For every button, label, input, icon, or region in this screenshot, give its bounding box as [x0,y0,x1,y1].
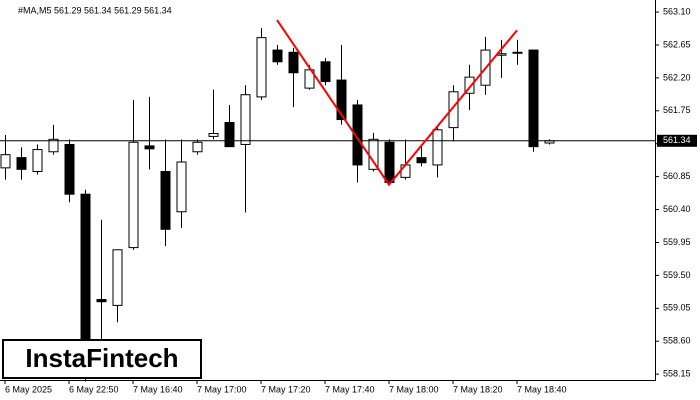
candle-body [208,132,219,137]
candle-body [352,104,363,166]
candle-body [112,249,123,306]
candle-body [128,141,139,249]
y-tick-label: 559.05 [663,303,691,313]
candle-body [224,122,235,148]
y-tick-label: 559.95 [663,237,691,247]
candle-body [272,49,283,63]
candle-body [528,49,539,148]
candle-body [336,79,347,121]
last-price-label: 561.34 [663,135,691,145]
candle-body [64,143,75,195]
pattern-line [276,19,518,187]
y-tick-label: 560.40 [663,204,691,214]
candle-body [192,141,203,153]
x-tick-label: 6 May 22:50 [69,384,119,394]
candle-body [288,51,299,74]
x-tick-label: 7 May 18:20 [453,384,503,394]
y-tick-label: 560.85 [663,171,691,181]
candle-body [96,299,107,303]
x-tick-label: 7 May 17:20 [261,384,311,394]
candle-body [464,76,475,94]
last-price-box [657,134,697,147]
candle-body [384,141,395,183]
x-tick-label: 7 May 18:40 [517,384,567,394]
candle-body [240,94,251,145]
candle-body [432,129,443,166]
candle-body [32,149,43,173]
candle-body [304,69,315,89]
candle-body [16,157,27,170]
x-tick-label: 7 May 16:40 [133,384,183,394]
logo-box [2,339,202,379]
x-tick-label: 6 May 2025 [5,384,52,394]
candle-body [160,171,171,230]
candle-body [416,157,427,164]
x-tick-label: 7 May 17:00 [197,384,247,394]
y-tick-label: 562.65 [663,39,691,49]
candle-body [400,164,411,178]
candle-body [144,145,155,150]
y-tick-label: 559.50 [663,270,691,280]
logo: InstaFintech [25,343,178,373]
candle-body [0,154,11,169]
y-tick-label: 558.15 [663,369,691,379]
y-tick-label: 561.75 [663,105,691,115]
y-tick-label: 562.20 [663,72,691,82]
x-tick-label: 7 May 18:00 [389,384,439,394]
plot-area [0,28,555,382]
candle-body [256,37,267,98]
y-tick-label: 558.60 [663,336,691,346]
candle-body [320,61,331,83]
x-tick-label: 7 May 17:40 [325,384,375,394]
candle-body [448,91,459,129]
candle-body [176,161,187,213]
chart-title: #MA,M5 561.29 561.34 561.29 561.34 [18,5,172,15]
candle-body [512,51,523,54]
candle-body [48,138,59,153]
y-tick-label: 563.10 [663,6,691,16]
